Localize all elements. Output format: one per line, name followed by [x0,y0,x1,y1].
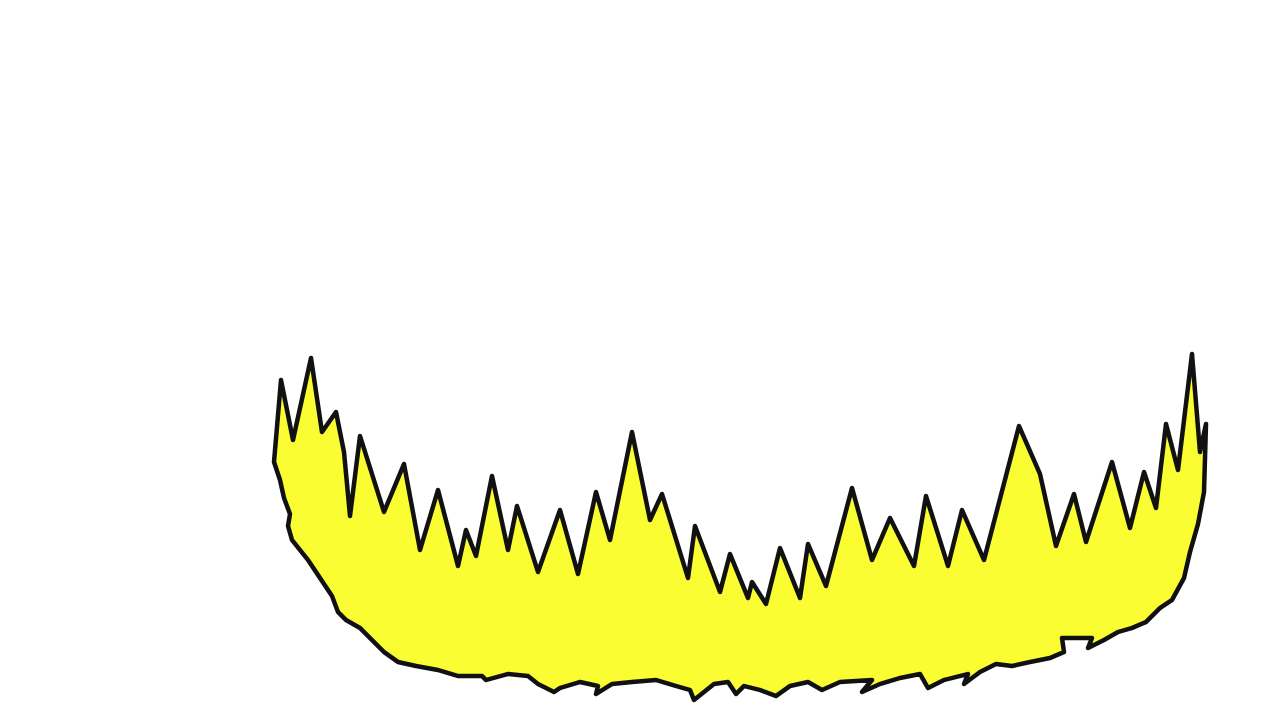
spiky-flame-crown-icon [271,351,1209,703]
